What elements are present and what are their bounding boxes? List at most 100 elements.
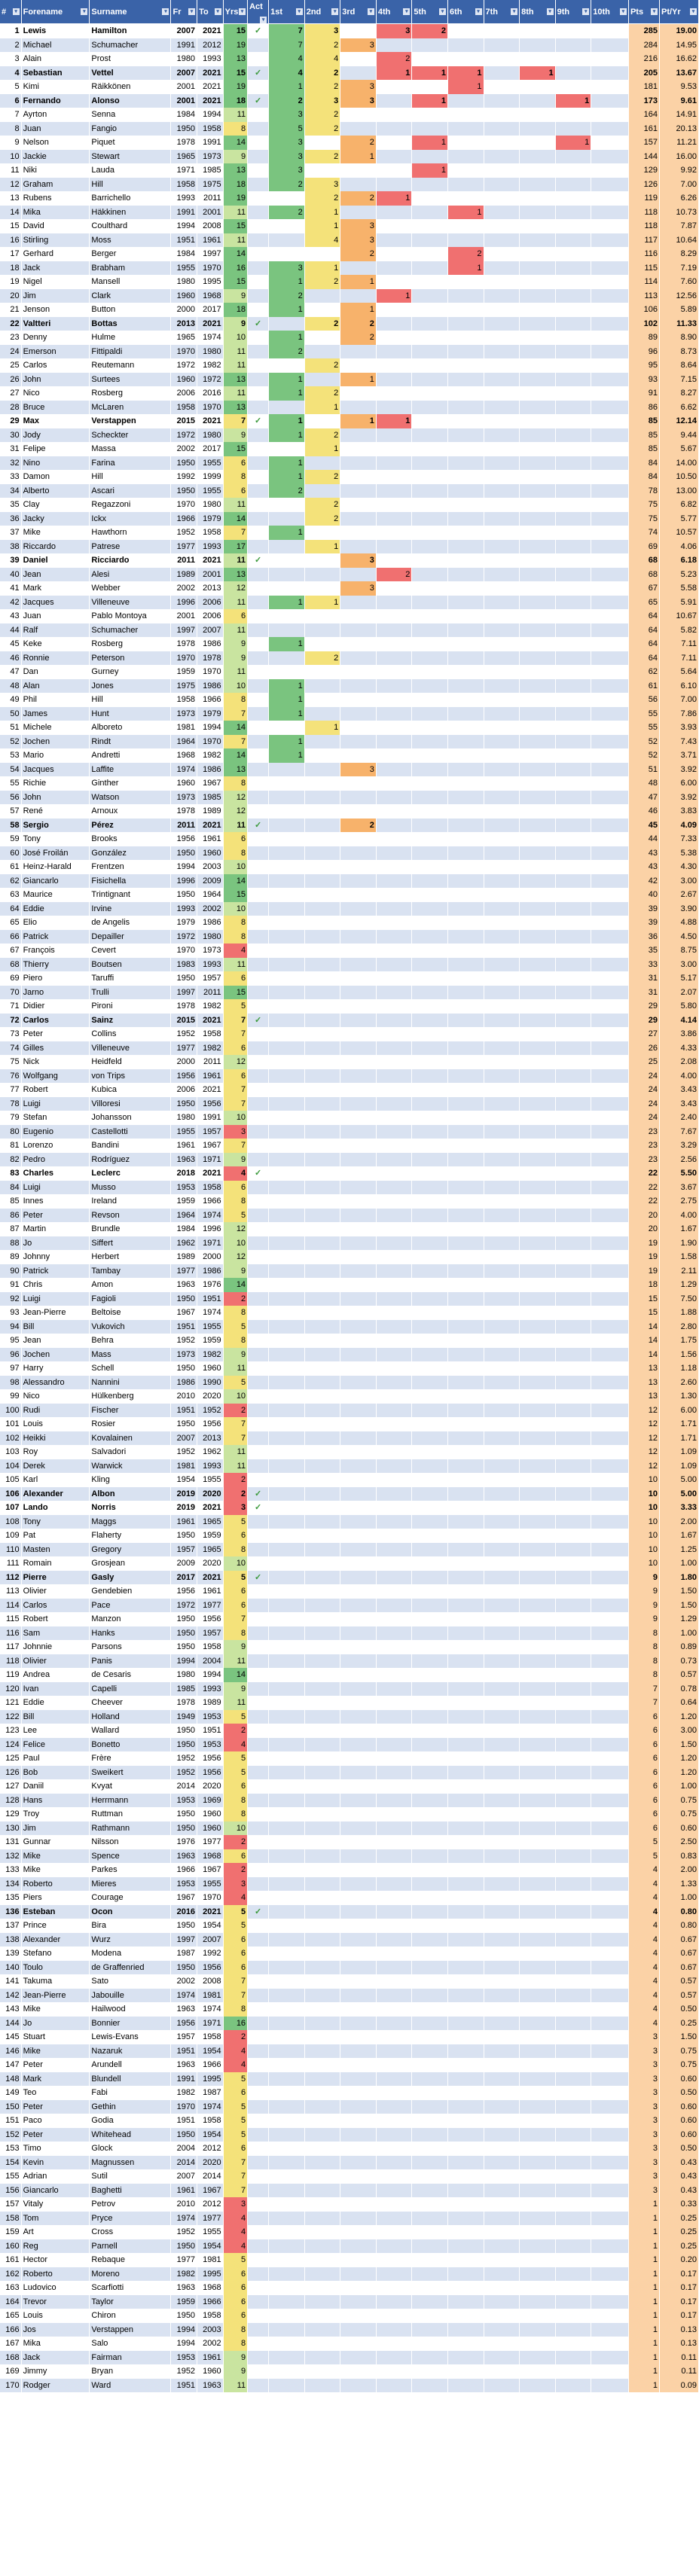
column-header-6th[interactable]: 6th ▾: [447, 0, 484, 24]
table-row[interactable]: 56 John Watson 1973 1985 12 47 3.92: [0, 790, 699, 804]
filter-dropdown-icon[interactable]: ▾: [651, 8, 658, 15]
table-row[interactable]: 124 Felice Bonetto 1950 1953 4 6 1.50: [0, 1737, 699, 1751]
filter-dropdown-icon[interactable]: ▾: [12, 8, 20, 15]
table-row[interactable]: 88 Jo Siffert 1962 1971 10 19 1.90: [0, 1236, 699, 1250]
table-row[interactable]: 31 Felipe Massa 2002 2017 15 1 85 5.67: [0, 442, 699, 456]
filter-dropdown-icon[interactable]: ▾: [438, 8, 446, 15]
table-row[interactable]: 54 Jacques Laffite 1974 1986 13 3 51 3.92: [0, 762, 699, 776]
table-row[interactable]: 58 Sergio Pérez 2011 2021 11 ✓ 2 45 4.09: [0, 818, 699, 832]
table-row[interactable]: 18 Jack Brabham 1955 1970 16 3 1 1 115 7.19: [0, 261, 699, 275]
filter-dropdown-icon[interactable]: ▾: [475, 8, 482, 15]
table-row[interactable]: 89 Johnny Herbert 1989 2000 12 19 1.58: [0, 1250, 699, 1264]
table-row[interactable]: 20 Jim Clark 1960 1968 9 2 1 113 12.56: [0, 288, 699, 303]
table-row[interactable]: 63 Maurice Trintignant 1950 1964 15 40 2.67: [0, 888, 699, 902]
column-header-10th[interactable]: 10th ▾: [591, 0, 629, 24]
table-row[interactable]: 14 Mika Häkkinen 1991 2001 11 2 1 1 118 10.73: [0, 205, 699, 219]
table-row[interactable]: 115 Robert Manzon 1950 1956 7 9 1.29: [0, 1612, 699, 1626]
column-header-yrs[interactable]: Yrs ▾: [223, 0, 249, 24]
table-row[interactable]: 3 Alain Prost 1980 1993 13 4 4 2 216 16.62: [0, 52, 699, 66]
table-row[interactable]: 158 Tom Pryce 1974 1977 4 1 0.25: [0, 2211, 699, 2225]
column-header-7th[interactable]: 7th ▾: [484, 0, 520, 24]
table-row[interactable]: 72 Carlos Sainz 2015 2021 7 ✓ 29 4.14: [0, 1013, 699, 1027]
table-row[interactable]: 36 Jacky Ickx 1966 1979 14 2 75 5.77: [0, 511, 699, 526]
table-row[interactable]: 16 Stirling Moss 1951 1961 11 4 3 117 10.64: [0, 233, 699, 247]
table-row[interactable]: 168 Jack Fairman 1953 1961 9 1 0.11: [0, 2350, 699, 2364]
table-row[interactable]: 167 Mika Salo 1994 2002 8 1 0.13: [0, 2337, 699, 2351]
filter-dropdown-icon[interactable]: ▾: [582, 8, 590, 15]
table-row[interactable]: 65 Elio de Angelis 1979 1986 8 39 4.88: [0, 916, 699, 930]
table-row[interactable]: 130 Jim Rathmann 1950 1960 10 6 0.60: [0, 1821, 699, 1835]
table-row[interactable]: 95 Jean Behra 1952 1959 8 14 1.75: [0, 1334, 699, 1348]
table-row[interactable]: 85 Innes Ireland 1959 1966 8 22 2.75: [0, 1194, 699, 1209]
table-row[interactable]: 108 Tony Maggs 1961 1965 5 10 2.00: [0, 1514, 699, 1529]
table-row[interactable]: 23 Denny Hulme 1965 1974 10 1 2 89 8.90: [0, 331, 699, 345]
table-row[interactable]: 125 Paul Frère 1952 1956 5 6 1.20: [0, 1751, 699, 1766]
table-row[interactable]: 92 Luigi Fagioli 1950 1951 2 15 7.50: [0, 1291, 699, 1306]
table-row[interactable]: 24 Emerson Fittipaldi 1970 1980 11 2 96 8.73: [0, 344, 699, 358]
table-row[interactable]: 159 Art Cross 1952 1955 4 1 0.25: [0, 2225, 699, 2239]
table-row[interactable]: 2 Michael Schumacher 1991 2012 19 7 2 3 284 14.95: [0, 38, 699, 52]
table-row[interactable]: 41 Mark Webber 2002 2013 12 3 67 5.58: [0, 581, 699, 596]
table-row[interactable]: 114 Carlos Pace 1972 1977 6 9 1.50: [0, 1598, 699, 1612]
table-row[interactable]: 122 Bill Holland 1949 1953 5 6 1.20: [0, 1709, 699, 1724]
table-row[interactable]: 25 Carlos Reutemann 1972 1982 11 2 95 8.64: [0, 358, 699, 373]
table-row[interactable]: 17 Gerhard Berger 1984 1997 14 2 2 116 8.29: [0, 247, 699, 261]
table-row[interactable]: 49 Phil Hill 1958 1966 8 1 56 7.00: [0, 693, 699, 707]
table-row[interactable]: 29 Max Verstappen 2015 2021 7 ✓ 1 1 1 85 12.14: [0, 414, 699, 428]
table-row[interactable]: 1 Lewis Hamilton 2007 2021 15 ✓ 7 3 3 2 285 19.00: [0, 23, 699, 38]
filter-dropdown-icon[interactable]: ▾: [295, 8, 303, 15]
column-header-4th[interactable]: 4th ▾: [376, 0, 413, 24]
table-row[interactable]: 13 Rubens Barrichello 1993 2011 19 2 2 1 119 6.26: [0, 191, 699, 206]
table-row[interactable]: 156 Giancarlo Baghetti 1961 1967 7 3 0.43: [0, 2183, 699, 2197]
table-row[interactable]: 116 Sam Hanks 1950 1957 8 8 1.00: [0, 1626, 699, 1640]
table-row[interactable]: 47 Dan Gurney 1959 1970 11 62 5.64: [0, 665, 699, 679]
table-row[interactable]: 74 Gilles Villeneuve 1977 1982 6 26 4.33: [0, 1041, 699, 1055]
table-row[interactable]: 126 Bob Sweikert 1952 1956 5 6 1.20: [0, 1765, 699, 1779]
table-row[interactable]: 42 Jacques Villeneuve 1996 2006 11 1 1 65 5.91: [0, 595, 699, 609]
table-row[interactable]: 46 Ronnie Peterson 1970 1978 9 2 64 7.11: [0, 651, 699, 665]
column-header-to[interactable]: To ▾: [197, 0, 224, 24]
table-row[interactable]: 43 Juan Pablo Montoya 2001 2006 6 64 10.67: [0, 609, 699, 623]
filter-dropdown-icon[interactable]: ▾: [511, 8, 518, 15]
table-row[interactable]: 138 Alexander Wurz 1997 2007 6 4 0.67: [0, 1932, 699, 1946]
table-row[interactable]: 136 Esteban Ocon 2016 2021 5 ✓ 4 0.80: [0, 1904, 699, 1919]
table-row[interactable]: 134 Roberto Mieres 1953 1955 3 4 1.33: [0, 1876, 699, 1891]
table-row[interactable]: 44 Ralf Schumacher 1997 2007 11 64 5.82: [0, 623, 699, 637]
table-row[interactable]: 142 Jean-Pierre Jabouille 1974 1981 7 4 0.57: [0, 1988, 699, 2002]
table-row[interactable]: 73 Peter Collins 1952 1958 7 27 3.86: [0, 1027, 699, 1041]
table-row[interactable]: 86 Peter Revson 1964 1974 5 20 4.00: [0, 1208, 699, 1222]
table-row[interactable]: 109 Pat Flaherty 1950 1959 6 10 1.67: [0, 1529, 699, 1543]
table-row[interactable]: 143 Mike Hailwood 1963 1974 8 4 0.50: [0, 2002, 699, 2017]
table-row[interactable]: 117 Johnnie Parsons 1950 1958 9 8 0.89: [0, 1640, 699, 1654]
table-row[interactable]: 97 Harry Schell 1950 1960 11 13 1.18: [0, 1361, 699, 1376]
table-row[interactable]: 170 Rodger Ward 1951 1963 11 1 0.09: [0, 2378, 699, 2392]
table-row[interactable]: 164 Trevor Taylor 1959 1966 6 1 0.17: [0, 2294, 699, 2309]
table-row[interactable]: 76 Wolfgang von Trips 1956 1961 6 24 4.00: [0, 1069, 699, 1083]
table-row[interactable]: 113 Olivier Gendebien 1956 1961 6 9 1.50: [0, 1584, 699, 1599]
table-row[interactable]: 32 Nino Farina 1950 1955 6 1 84 14.00: [0, 456, 699, 470]
table-row[interactable]: 147 Peter Arundell 1963 1966 4 3 0.75: [0, 2058, 699, 2072]
table-row[interactable]: 146 Mike Nazaruk 1951 1954 4 3 0.75: [0, 2044, 699, 2058]
table-row[interactable]: 152 Peter Whitehead 1950 1954 5 3 0.60: [0, 2127, 699, 2142]
table-row[interactable]: 129 Troy Ruttman 1950 1960 8 6 0.75: [0, 1807, 699, 1821]
table-row[interactable]: 107 Lando Norris 2019 2021 3 ✓ 10 3.33: [0, 1501, 699, 1515]
table-row[interactable]: 144 Jo Bonnier 1956 1971 16 4 0.25: [0, 2016, 699, 2030]
table-row[interactable]: 5 Kimi Räikkönen 2001 2021 19 1 2 3 1 181 9.53: [0, 80, 699, 94]
table-row[interactable]: 28 Bruce McLaren 1958 1970 13 1 86 6.62: [0, 400, 699, 414]
table-row[interactable]: 87 Martin Brundle 1984 1996 12 20 1.67: [0, 1222, 699, 1236]
table-row[interactable]: 51 Michele Alboreto 1981 1994 14 1 55 3.93: [0, 721, 699, 735]
filter-dropdown-icon[interactable]: ▾: [619, 8, 627, 15]
table-row[interactable]: 64 Eddie Irvine 1993 2002 10 39 3.90: [0, 901, 699, 916]
table-row[interactable]: 38 Riccardo Patrese 1977 1993 17 1 69 4.06: [0, 539, 699, 553]
column-header-8th[interactable]: 8th ▾: [519, 0, 556, 24]
table-row[interactable]: 81 Lorenzo Bandini 1961 1967 7 23 3.29: [0, 1139, 699, 1153]
table-row[interactable]: 9 Nelson Piquet 1978 1991 14 3 2 1 1 157 11.21: [0, 136, 699, 150]
table-row[interactable]: 121 Eddie Cheever 1978 1989 11 7 0.64: [0, 1696, 699, 1710]
table-row[interactable]: 99 Nico Hülkenberg 2010 2020 10 13 1.30: [0, 1389, 699, 1404]
table-row[interactable]: 21 Jenson Button 2000 2017 18 1 1 106 5.89: [0, 303, 699, 317]
table-row[interactable]: 111 Romain Grosjean 2009 2020 10 10 1.00: [0, 1556, 699, 1571]
table-row[interactable]: 34 Alberto Ascari 1950 1955 6 2 78 13.00: [0, 483, 699, 498]
filter-dropdown-icon[interactable]: ▾: [214, 8, 221, 15]
table-row[interactable]: 39 Daniel Ricciardo 2011 2021 11 ✓ 3 68 6.18: [0, 553, 699, 568]
table-row[interactable]: 120 Ivan Capelli 1985 1993 9 7 0.78: [0, 1681, 699, 1696]
